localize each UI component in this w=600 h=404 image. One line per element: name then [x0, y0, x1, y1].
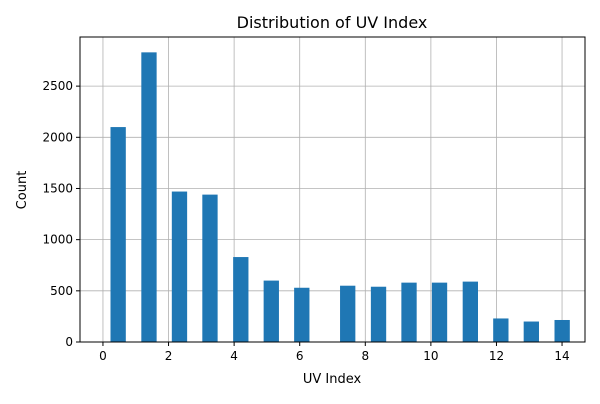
histogram-bar [370, 286, 387, 342]
x-axis-label: UV Index [303, 372, 362, 387]
histogram-bar [431, 282, 448, 342]
y-axis-ticks: 0 500 1000 1500 2000 2500 [42, 79, 80, 349]
histogram-bar [401, 282, 417, 342]
x-tick-label: 10 [423, 349, 438, 363]
histogram-bar [523, 321, 539, 342]
histogram-bar [294, 287, 310, 342]
histogram-bar [141, 52, 157, 342]
histogram-bar [263, 280, 279, 342]
x-tick-label: 4 [230, 349, 238, 363]
y-tick-label: 1000 [42, 233, 73, 247]
histogram-bar [462, 281, 478, 342]
y-tick-label: 0 [65, 335, 73, 349]
y-tick-label: 500 [50, 284, 73, 298]
y-tick-label: 1500 [42, 181, 73, 195]
x-tick-label: 0 [99, 349, 107, 363]
histogram-bar [171, 191, 188, 342]
x-tick-label: 2 [165, 349, 173, 363]
histogram-bar [233, 257, 249, 342]
histogram-bar [340, 285, 356, 342]
x-tick-label: 8 [361, 349, 369, 363]
histogram-bar [110, 127, 126, 343]
chart-title: Distribution of UV Index [237, 13, 428, 32]
histogram-bars [110, 52, 570, 343]
histogram-bar [554, 319, 570, 342]
grid-lines [80, 37, 585, 343]
y-axis-label: Count [15, 171, 30, 210]
histogram-bar [202, 194, 218, 342]
y-tick-label: 2500 [42, 79, 73, 93]
y-tick-label: 2000 [42, 130, 73, 144]
x-axis-ticks: 0 2 4 6 8 10 12 14 [99, 342, 570, 363]
plot-frame [79, 36, 586, 343]
x-tick-label: 6 [296, 349, 304, 363]
histogram-bar [493, 318, 509, 342]
x-tick-label: 12 [489, 349, 504, 363]
x-tick-label: 14 [554, 349, 569, 363]
